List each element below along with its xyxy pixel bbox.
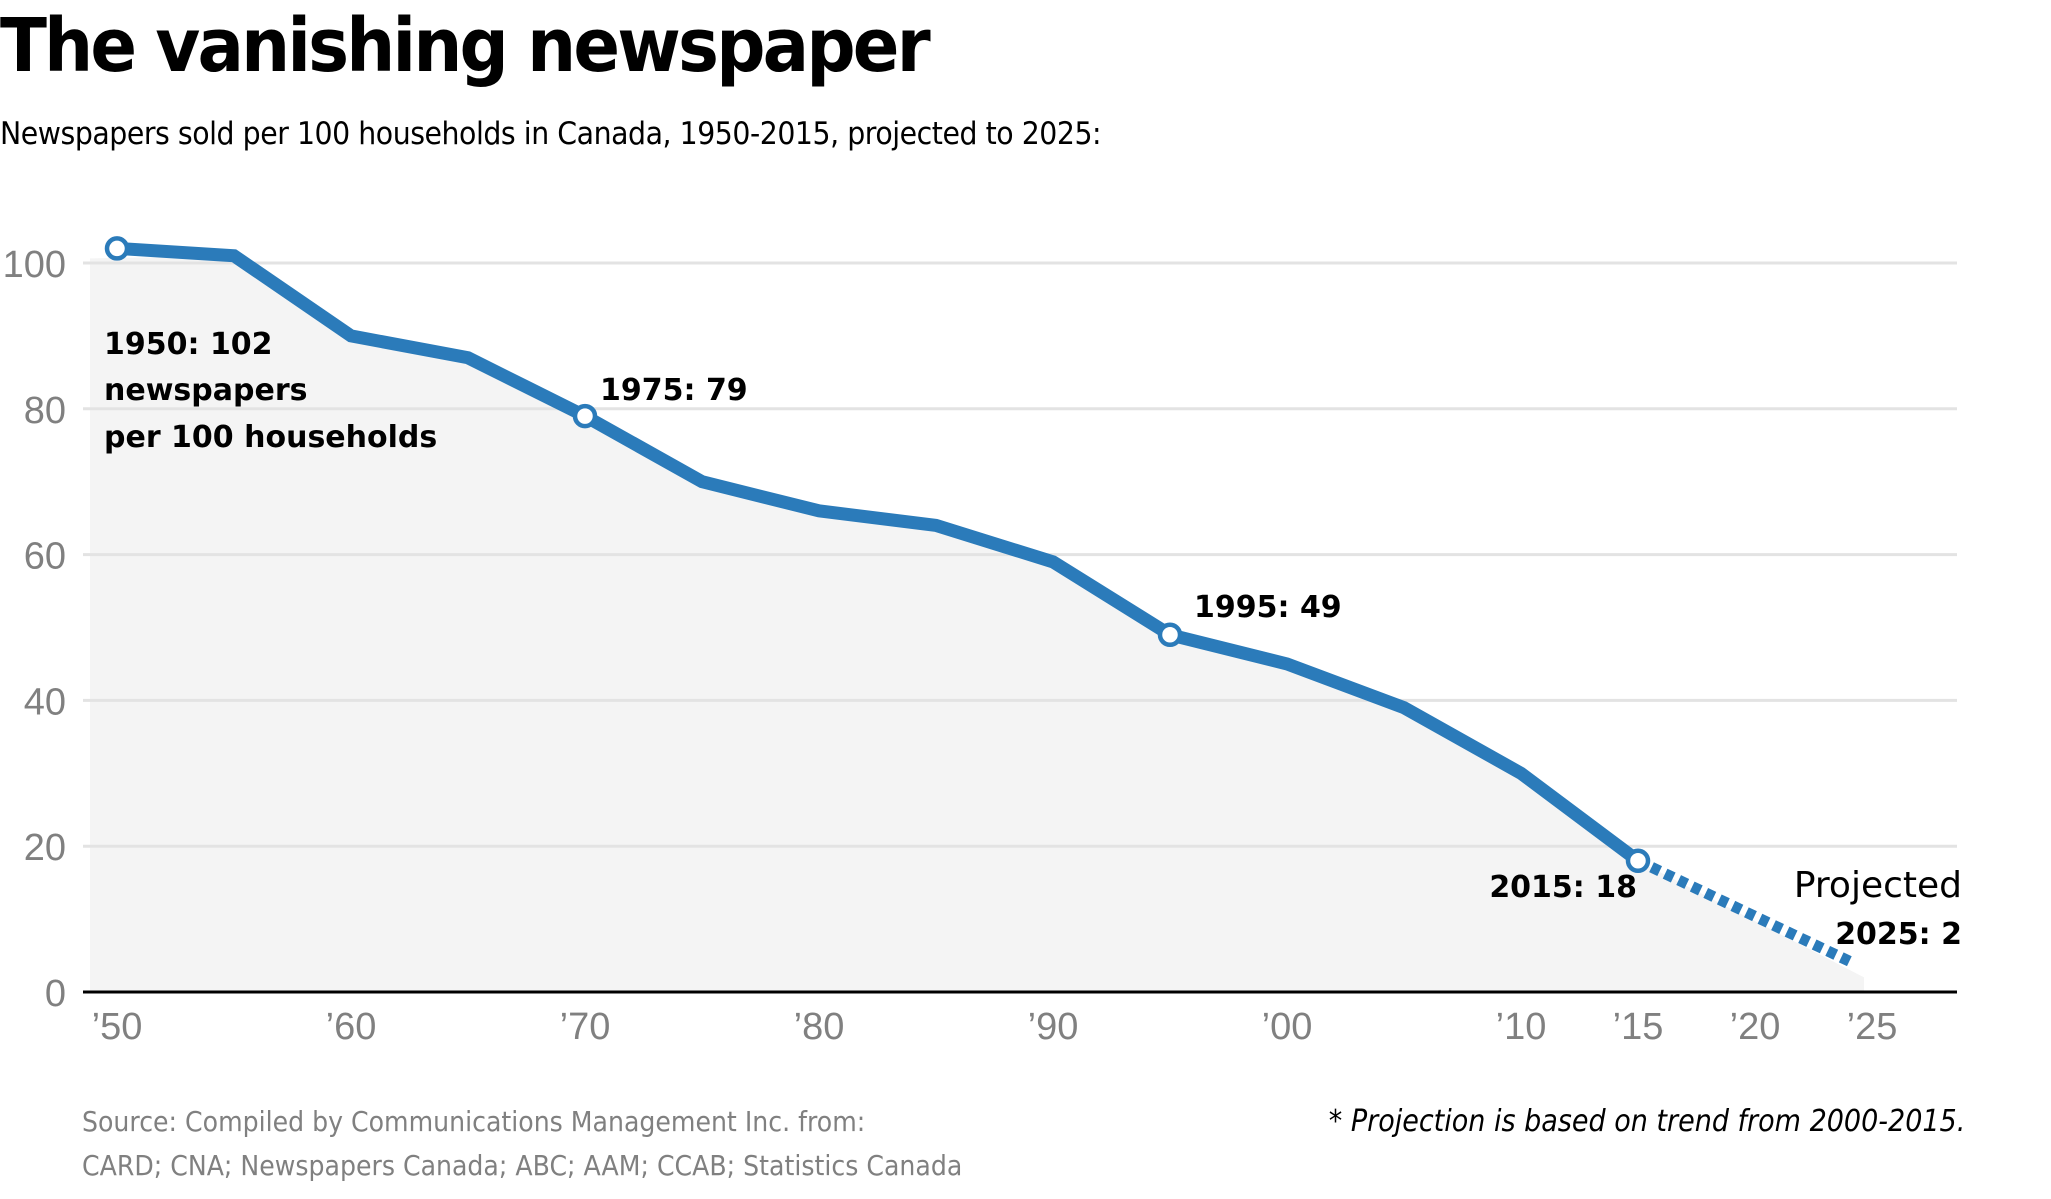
x-tick-label-1950: ’50: [92, 1006, 143, 1048]
x-tick-label-2025: ’25: [1847, 1006, 1898, 1048]
y-tick-label-60: 60: [24, 536, 66, 578]
y-tick-label-0: 0: [45, 973, 66, 1015]
chart-subtitle: Newspapers sold per 100 households in Ca…: [0, 116, 1102, 152]
marker-1950: [104, 236, 130, 261]
series-line-projected: [1635, 855, 1857, 969]
annotation-1950-line3: per 100 households: [104, 420, 437, 455]
y-tick-label-80: 80: [24, 390, 66, 432]
line-layer: [116, 241, 1857, 969]
y-tick-label-100: 100: [3, 244, 66, 286]
area-fill: [90, 255, 1864, 992]
annotation-projected-value: 2025: 2: [1835, 917, 1962, 952]
x-tick-label-2000: ’00: [1262, 1006, 1313, 1048]
x-tick-label-1970: ’70: [560, 1006, 611, 1048]
annotation-1995: 1995: 49: [1194, 590, 1342, 625]
annotation-layer: 1950: 102 newspapers per 100 households …: [104, 327, 1962, 952]
y-tick-label-20: 20: [24, 827, 66, 869]
annotation-1950-line2: newspapers: [104, 373, 307, 408]
x-tick-label-1990: ’90: [1028, 1006, 1079, 1048]
annotation-1950-line1: 1950: 102: [104, 327, 273, 362]
source-line-1: Source: Compiled by Communications Manag…: [82, 1105, 866, 1138]
annotation-1975: 1975: 79: [600, 373, 748, 408]
axis-layer: 0 20 40 60 80 100 ’50 ’60 ’70 ’80 ’90 ’00 ’10 ’15 ’20 ’…: [3, 244, 1957, 1048]
x-tick-label-2020: ’20: [1730, 1006, 1781, 1048]
x-tick-label-1980: ’80: [794, 1006, 845, 1048]
chart-title: The vanishing newspaper: [0, 3, 931, 89]
source-line-2: CARD; CNA; Newspapers Canada; ABC; AAM; …: [82, 1149, 963, 1182]
marker-layer: [104, 236, 1651, 874]
annotation-2015: 2015: 18: [1489, 870, 1637, 905]
source-note: Source: Compiled by Communications Manag…: [82, 1100, 962, 1188]
area-layer: [90, 255, 1864, 992]
annotation-projected-label: Projected: [1794, 865, 1962, 906]
marker-2015: [1625, 848, 1651, 874]
x-tick-label-1960: ’60: [326, 1006, 377, 1048]
x-tick-label-2010: ’10: [1496, 1006, 1547, 1048]
y-tick-label-40: 40: [24, 681, 66, 723]
projection-footnote: * Projection is based on trend from 2000…: [1328, 1104, 1965, 1139]
marker-1970: [572, 403, 598, 429]
x-tick-label-2015: ’15: [1613, 1006, 1664, 1048]
series-line-actual: [116, 241, 1642, 866]
marker-1995: [1157, 622, 1183, 648]
